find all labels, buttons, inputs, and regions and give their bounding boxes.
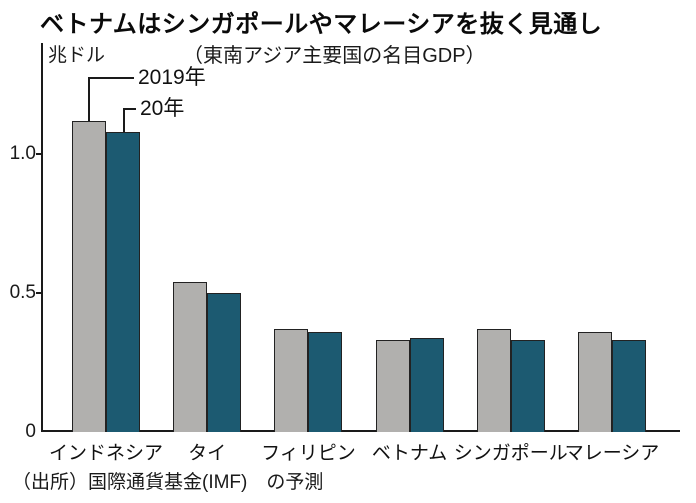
bar-2019-singapore (476, 329, 511, 432)
x-category-label-indonesia: インドネシア (48, 443, 163, 464)
legend-2020-callout-line (123, 108, 136, 110)
bar-2020-singapore (510, 340, 545, 432)
x-category-label-malaysia: マレーシア (564, 443, 660, 464)
chart-title: ベトナムはシンガポールやマレーシアを抜く見通し (40, 11, 603, 38)
bar-2020-indonesia (106, 132, 140, 432)
legend-label-2019: 2019年 (138, 66, 206, 89)
x-category-label-singapore: シンガポール (453, 443, 568, 464)
bar-2019-philippines (274, 329, 309, 432)
y-axis-line (41, 43, 43, 432)
y-tick-label: 0.5 (9, 282, 36, 304)
source-note: （出所）国際通貨基金(IMF) の予測 (12, 472, 324, 493)
bar-2019-thailand (173, 282, 208, 432)
bar-2019-vietnam (375, 340, 410, 432)
chart-subtitle: （東南アジア主要国の名目GDP） (183, 45, 486, 67)
x-category-label-thailand: タイ (188, 443, 227, 464)
y-axis-unit-label: 兆ドル (48, 45, 106, 66)
legend-2020-callout-line (123, 108, 125, 132)
bar-2019-indonesia (72, 121, 106, 432)
x-category-label-vietnam: ベトナム (371, 443, 448, 464)
legend-2019-callout-line (88, 77, 90, 121)
bar-2020-philippines (308, 332, 343, 432)
y-tick-mark (36, 153, 43, 156)
bar-2019-malaysia (578, 332, 612, 432)
x-axis-line (41, 430, 680, 432)
y-tick-mark (36, 292, 43, 295)
bar-2020-thailand (207, 293, 242, 432)
legend-2019-callout-line (88, 77, 134, 79)
bar-2020-malaysia (612, 340, 646, 432)
y-tick-label: 1.0 (9, 143, 36, 165)
legend-label-2020: 20年 (140, 97, 185, 120)
x-category-label-philippines: フィリピン (261, 443, 356, 464)
bar-2020-vietnam (409, 338, 444, 432)
y-tick-label: 0 (25, 421, 36, 442)
plot-area (42, 43, 679, 432)
